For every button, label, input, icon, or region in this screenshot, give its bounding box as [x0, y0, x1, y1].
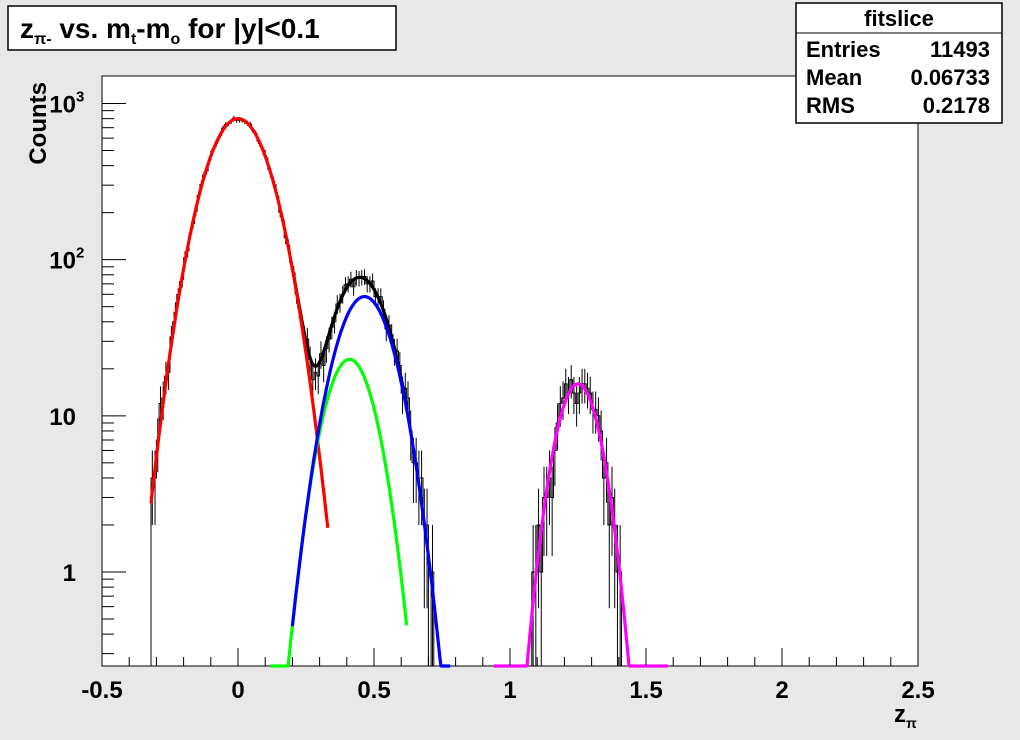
stats-mean-label: Mean — [806, 65, 862, 90]
y-tick-exponent: 2 — [76, 245, 84, 262]
y-tick-label: 10 — [49, 91, 76, 118]
y-tick-exponent: 3 — [76, 88, 84, 105]
y-tick-label: 10 — [49, 404, 76, 431]
stats-title: fitslice — [864, 6, 934, 31]
stats-mean-value: 0.06733 — [910, 65, 990, 90]
stats-entries-value: 11493 — [930, 37, 990, 62]
x-tick-label: 0 — [231, 677, 244, 704]
stats-rms-value: 0.2178 — [923, 93, 990, 118]
stats-entries-label: Entries — [806, 37, 881, 62]
chart-title: zπ- vs. mt-mo for |y|<0.1 — [20, 13, 320, 48]
x-tick-label: 0.5 — [357, 677, 390, 704]
stats-rms-label: RMS — [806, 93, 855, 118]
plot-frame — [101, 75, 919, 667]
fit-curve-4 — [492, 382, 669, 668]
fit-curves-group — [149, 117, 669, 668]
y-axis-title: Counts — [25, 82, 52, 165]
fit-curve-3 — [290, 295, 452, 668]
fit-curve-0 — [290, 267, 409, 407]
stats-box: fitslice Entries 11493 Mean 0.06733 RMS … — [795, 2, 1003, 124]
title-box: zπ- vs. mt-mo for |y|<0.1 — [7, 5, 397, 51]
y-tick-label: 10 — [49, 248, 76, 275]
x-tick-label: 2 — [775, 677, 788, 704]
x-tick-label: 1 — [503, 677, 516, 704]
x-tick-label: 2.5 — [901, 677, 934, 704]
y-tick-label: 1 — [63, 560, 76, 587]
fit-curve-1 — [149, 117, 330, 528]
x-axis-title: zπ — [894, 701, 917, 731]
x-tick-label: 1.5 — [629, 677, 662, 704]
x-tick-label: -0.5 — [81, 677, 122, 704]
